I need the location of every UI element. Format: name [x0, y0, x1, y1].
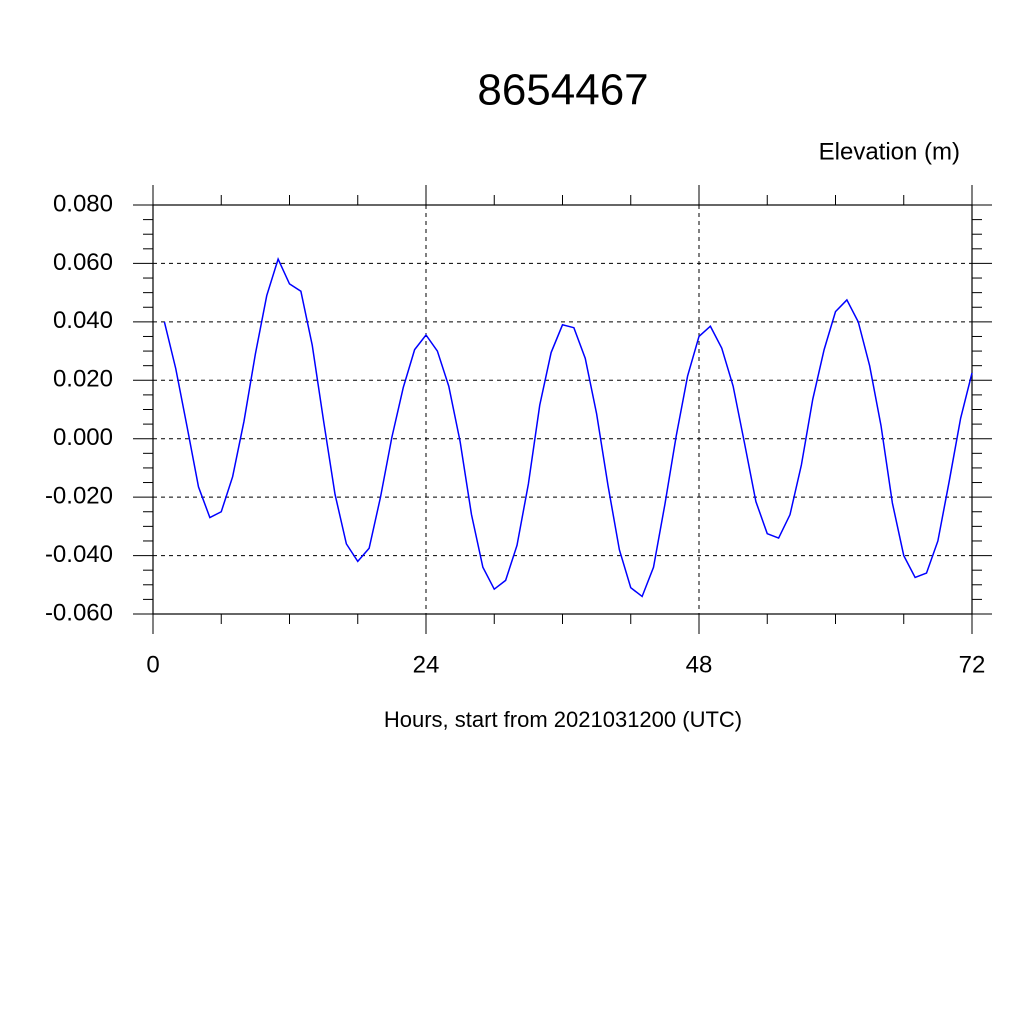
chart-title: 8654467 — [477, 66, 648, 115]
y-tick-label: 0.000 — [53, 424, 113, 451]
data-line — [163, 256, 973, 598]
x-tick-label: 24 — [413, 651, 440, 678]
y-tick-label: -0.040 — [45, 541, 113, 568]
x-tick-label: 48 — [686, 651, 713, 678]
y-tick-label: 0.020 — [53, 366, 113, 393]
y-tick-label: 0.060 — [53, 249, 113, 276]
y-tick-label: -0.020 — [45, 482, 113, 509]
y-tick-label: 0.080 — [53, 190, 113, 217]
y-tick-label: 0.040 — [53, 307, 113, 334]
y-tick-label: -0.060 — [45, 599, 113, 626]
x-axis-label: Hours, start from 2021031200 (UTC) — [384, 707, 742, 732]
x-tick-label: 72 — [959, 651, 986, 678]
plot-frame — [152, 204, 973, 615]
y-axis-label: Elevation (m) — [819, 138, 960, 165]
x-tick-label: 0 — [146, 651, 159, 678]
